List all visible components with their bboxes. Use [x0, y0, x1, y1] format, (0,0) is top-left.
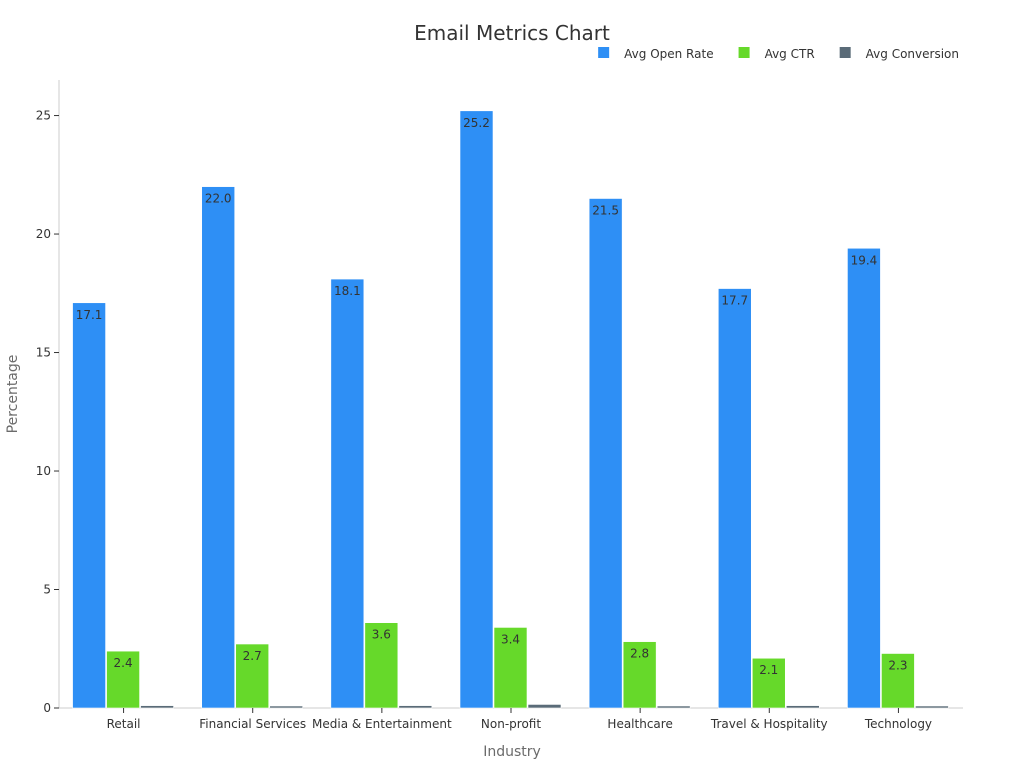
bar	[588, 198, 623, 709]
legend: Avg Open Rate Avg CTR Avg Conversion	[598, 47, 959, 61]
bars: 17.1 2.4 22.0 2.7 18.1 3.6 25.2 3.4 21.5 2.8 17.7 2…	[72, 110, 949, 709]
bar	[622, 641, 657, 709]
bar	[493, 627, 528, 709]
bar	[785, 705, 820, 709]
bar	[881, 653, 915, 709]
bar-value-label: 3.6	[372, 628, 391, 642]
y-tick-label: 20	[36, 227, 51, 241]
bar	[656, 705, 691, 709]
bar-value-label: 17.1	[76, 308, 103, 322]
bar	[140, 705, 174, 709]
bar	[717, 288, 752, 709]
bar	[106, 650, 140, 709]
x-axis-ticks: Retail Financial Services Media & Entertai…	[107, 708, 932, 731]
y-tick-label: 5	[43, 583, 51, 597]
x-tick-label: Travel & Hospitality	[710, 717, 828, 731]
x-tick-label: Healthcare	[607, 717, 672, 731]
bar-value-label: 3.4	[501, 632, 520, 646]
bar	[915, 705, 949, 709]
chart-title: Email Metrics Chart	[414, 21, 610, 45]
bar-value-label: 2.3	[888, 658, 907, 672]
bar-value-label: 19.4	[851, 253, 878, 267]
y-tick-label: 0	[43, 701, 51, 715]
x-tick-label: Non-profit	[481, 717, 541, 731]
plot-area: 0 5 10 15 20 25 17.1 2.4 22.0 2.7 18.1 3.6 25.2 3.4 2…	[36, 80, 963, 731]
bar	[330, 278, 365, 709]
bar	[201, 186, 236, 709]
legend-swatch	[598, 47, 610, 58]
x-tick-label: Media & Entertainment	[312, 717, 452, 731]
legend-swatch	[839, 47, 851, 58]
bar	[269, 705, 304, 709]
bar-value-label: 25.2	[463, 116, 490, 130]
y-tick-label: 10	[36, 464, 51, 478]
bar	[364, 622, 399, 709]
bar-value-label: 2.8	[630, 647, 649, 661]
legend-swatch	[738, 47, 750, 58]
y-axis-ticks: 0 5 10 15 20 25	[36, 109, 59, 715]
x-axis-title: Industry	[483, 744, 541, 760]
bar	[751, 657, 786, 709]
bar	[398, 705, 433, 709]
bar-value-label: 17.7	[721, 294, 748, 308]
legend-label: Avg Open Rate	[624, 47, 713, 61]
bar-value-label: 18.1	[334, 284, 361, 298]
bar	[527, 704, 562, 709]
bar-value-label: 2.4	[114, 656, 133, 670]
x-tick-label: Retail	[107, 717, 141, 731]
legend-label: Avg CTR	[765, 47, 815, 61]
bar-value-label: 22.0	[205, 192, 232, 206]
legend-label: Avg Conversion	[866, 47, 959, 61]
x-tick-label: Technology	[864, 717, 932, 731]
bar-value-label: 2.7	[243, 649, 262, 663]
bar	[235, 643, 270, 709]
legend-item: Avg CTR	[738, 47, 815, 61]
x-tick-label: Financial Services	[199, 717, 306, 731]
bar-value-label: 21.5	[592, 203, 619, 217]
bar	[459, 110, 494, 709]
bar-value-label: 2.1	[759, 663, 778, 677]
y-tick-label: 15	[36, 346, 51, 360]
y-tick-label: 25	[36, 109, 51, 123]
bar	[72, 302, 106, 709]
y-axis-title: Percentage	[5, 355, 21, 434]
legend-item: Avg Conversion	[839, 47, 959, 61]
bar	[847, 247, 881, 709]
legend-item: Avg Open Rate	[598, 47, 714, 61]
